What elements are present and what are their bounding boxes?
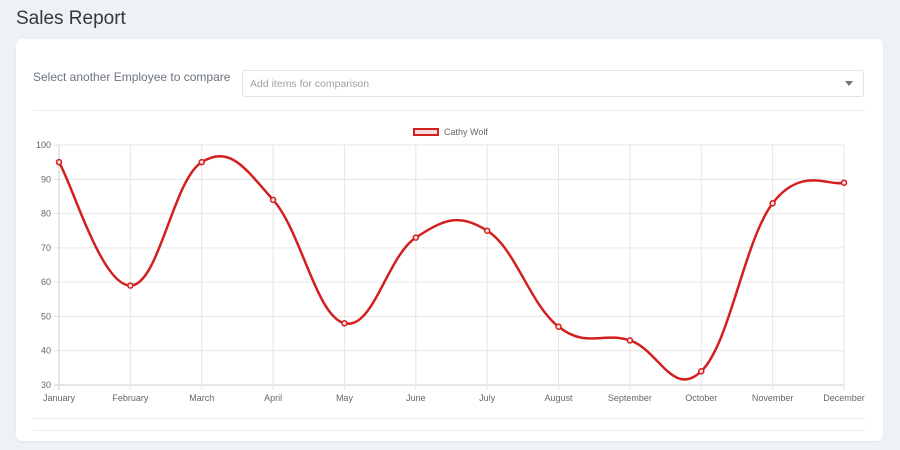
y-tick-label: 50: [41, 311, 51, 321]
y-tick-label: 30: [41, 380, 51, 390]
x-tick-label: April: [264, 393, 282, 403]
data-point: [198, 158, 205, 166]
employee-compare-select[interactable]: Add items for comparison: [242, 70, 864, 97]
x-tick-label: July: [479, 393, 496, 403]
select-placeholder: Add items for comparison: [250, 78, 370, 90]
legend-swatch: [413, 128, 439, 136]
legend-label: Cathy Wolf: [444, 127, 488, 137]
x-tick-label: January: [43, 393, 76, 403]
data-point: [769, 200, 776, 207]
data-point: [127, 282, 134, 289]
y-tick-label: 60: [41, 277, 51, 287]
x-tick-label: December: [823, 393, 865, 403]
y-tick-label: 90: [41, 174, 51, 184]
data-point: [626, 337, 634, 344]
data-point: [698, 368, 705, 375]
data-point: [840, 179, 848, 186]
data-point: [555, 323, 562, 330]
chevron-down-icon[interactable]: [845, 81, 853, 86]
compare-label: Select another Employee to compare: [33, 70, 231, 84]
sales-line-chart: 30 40 50 60 70 80 90 100 January February March Apr…: [36, 140, 865, 403]
data-point: [483, 227, 491, 234]
divider: [33, 418, 865, 419]
x-tick-label: March: [189, 393, 214, 403]
divider: [33, 430, 865, 431]
y-tick-label: 70: [41, 243, 51, 253]
data-point: [55, 158, 63, 166]
y-tick-label: 100: [36, 140, 51, 150]
x-tick-label: November: [752, 393, 794, 403]
y-tick-label: 80: [41, 209, 51, 219]
x-tick-label: August: [545, 393, 574, 403]
data-point: [341, 320, 348, 327]
data-point: [269, 196, 277, 204]
x-tick-label: May: [336, 393, 354, 403]
page-title: Sales Report: [16, 8, 126, 29]
x-tick-label: October: [685, 393, 717, 403]
series-line-cathy-wolf: [57, 155, 845, 381]
chart-legend[interactable]: Cathy Wolf: [413, 126, 488, 138]
divider: [33, 110, 865, 111]
x-tick-label: June: [406, 393, 426, 403]
x-tick-label: February: [112, 393, 149, 403]
data-point: [412, 234, 420, 241]
x-tick-label: September: [608, 393, 652, 403]
report-card: Select another Employee to compare Add i…: [16, 39, 883, 441]
y-tick-label: 40: [41, 346, 51, 356]
